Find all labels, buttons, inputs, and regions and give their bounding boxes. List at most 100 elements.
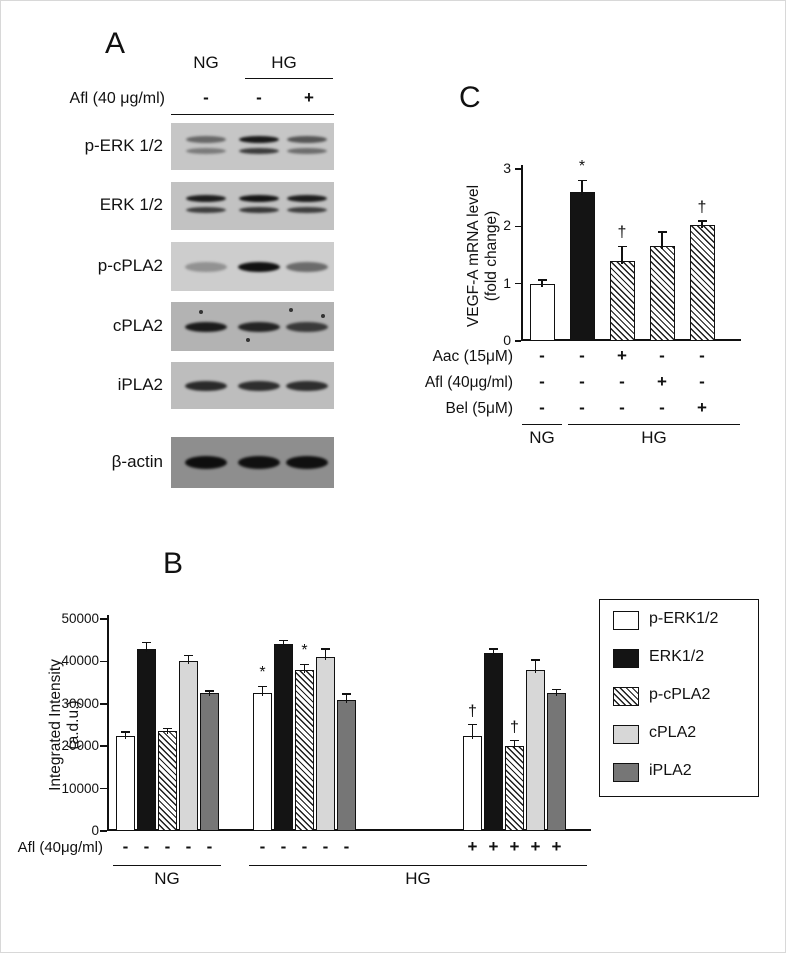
c-err-3-cap [657,231,667,233]
b-err-3-2-stem [534,660,537,673]
c-treat-sym-2-4: + [697,398,707,417]
panel-a-header-hg: HG [271,53,297,72]
b-treat-sym-1-1: - [280,837,287,856]
c-ng-line [522,424,562,425]
b-bar-1-0 [137,648,156,831]
b-err-4-0-stem [208,691,211,697]
panel-a-treatment-label: Afl (40 μg/ml) [69,90,165,107]
c-tick-0 [515,340,521,342]
b-err-1-0-cap [142,641,151,644]
b-err-1-1-cap [279,639,288,642]
c-tick-label-1: 1 [503,274,511,291]
b-y-axis-label-line: Integrated Intensity [47,659,64,791]
c-tick-label-3: 3 [503,160,511,176]
b-err-2-0-cap [163,727,172,730]
b-tick-20000 [100,745,107,747]
legend-swatch-4 [613,763,639,782]
blot-label-2: p-cPLA2 [97,255,163,275]
b-bar-4-2 [547,693,566,831]
b-err-3-1-stem [324,649,327,661]
c-y-axis [521,165,523,341]
blot-image-2 [171,242,334,291]
band [239,147,279,154]
c-treat-label-0: Aac (15μM) [432,348,513,365]
b-hg-line [249,865,587,866]
c-treat-sym-1-3: + [657,372,667,391]
c-tick-2 [515,225,521,228]
legend-label-4: iPLA2 [649,762,692,779]
b-anno-0-2: † [468,702,477,720]
b-err-0-2-stem [471,724,474,739]
b-err-1-0-stem [145,642,148,652]
legend-swatch-0 [613,611,639,630]
band [185,261,227,272]
c-anno-1: * [578,158,586,176]
band [239,207,279,213]
speckle [199,310,203,314]
b-bar-2-1 [295,669,314,831]
c-treat-sym-0-2: + [617,346,627,365]
b-anno-2-2: † [510,718,519,736]
band [287,207,327,213]
b-group-ng: NG [154,869,180,888]
legend-label-2: p-cPLA2 [649,686,711,703]
b-treat-sym-1-0: - [259,837,266,856]
b-treat-sym-2-3: + [530,837,541,856]
b-treat-sym-0-3: - [185,837,192,856]
b-err-4-1-cap [342,693,351,695]
legend-label-1: ERK1/2 [649,648,705,665]
band [287,135,327,143]
b-treat-sym-2-0: + [467,837,478,856]
band [286,321,328,332]
speckle [289,308,293,312]
b-err-0-2-cap [468,723,477,726]
b-err-4-2-stem [555,689,558,697]
legend-swatch-3 [613,725,639,744]
c-err-0-cap [537,279,547,282]
b-treat-sym-1-2: - [301,837,308,856]
band [185,456,227,469]
b-err-1-1-stem [282,640,285,648]
c-bar-3 [649,246,675,341]
panel-c-label: C [459,81,482,114]
b-treat-sym-0-1: - [143,837,150,856]
b-err-2-0-stem [166,728,169,735]
c-bar-4 [689,225,715,341]
b-tick-label-50000: 50000 [61,611,99,626]
c-treat-sym-1-1: - [579,372,585,391]
panel-a-treatment-sym-3: + [304,88,314,107]
b-err-0-0-stem [124,731,127,739]
legend-swatch-2 [613,687,639,706]
b-err-2-1-stem [303,664,306,673]
b-bar-3-1 [316,657,335,831]
c-treat-sym-0-0: - [539,346,545,365]
b-tick-label-20000: 20000 [61,738,99,754]
c-group-hg: HG [641,428,667,447]
blot-label-3: cPLA2 [112,315,163,335]
c-tick-3 [515,168,521,170]
c-treat-sym-0-3: - [659,346,665,365]
legend-label-0: p-ERK1/2 [649,610,719,627]
c-err-4-cap [697,220,707,222]
b-tick-label-0: 0 [91,823,99,838]
blot-image-1 [171,182,334,230]
b-tick-30000 [100,703,107,705]
band [238,456,280,469]
b-err-3-2-cap [531,659,540,661]
legend-swatch-1 [613,649,639,668]
b-bar-0-1 [253,693,272,831]
b-y-axis-label-line: (a.d.u.) [65,700,82,750]
b-err-1-2-cap [489,648,498,650]
band [186,207,226,213]
b-err-2-2-stem [513,740,516,750]
band [185,380,227,391]
b-tick-0 [100,830,107,832]
b-group-hg: HG [405,869,431,888]
panel-a-label: A [105,27,127,60]
blot-image-5 [171,437,334,488]
c-err-1-stem [581,180,583,195]
b-ng-line [113,865,221,866]
b-bar-4-0 [200,693,219,831]
speckle [246,338,250,342]
